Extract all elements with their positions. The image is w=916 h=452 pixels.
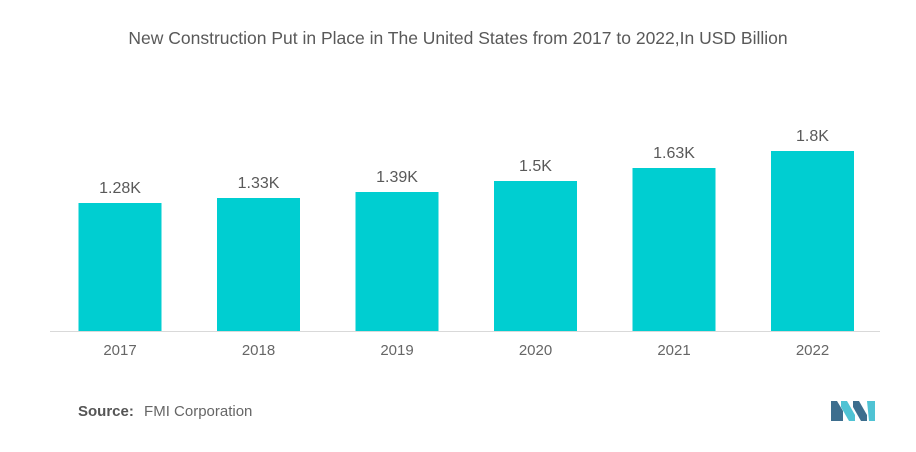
x-tick-label-2019: 2019	[380, 342, 413, 359]
data-label-2018: 1.33K	[238, 175, 280, 192]
bar-2018	[217, 198, 300, 331]
x-tick-label-2017: 2017	[103, 342, 136, 359]
source-value: FMI Corporation	[144, 403, 253, 420]
data-label-2021: 1.63K	[653, 145, 695, 162]
logo-stroke-2	[841, 401, 855, 421]
data-label-2019: 1.39K	[376, 169, 418, 186]
bars-layer: 1.28K 2017 1.33K 2018 1.39K 2019 1.5K 2020 1.63K…	[78, 128, 854, 359]
x-tick-label-2021: 2021	[657, 342, 690, 359]
source-note: Source: FMI Corporation	[78, 403, 252, 420]
bar-2021	[632, 168, 716, 331]
data-label-2017: 1.28K	[99, 180, 141, 197]
bar-2019	[355, 192, 439, 331]
x-tick-label-2018: 2018	[242, 342, 275, 359]
logo-stroke-1	[831, 401, 843, 421]
x-tick-label-2020: 2020	[519, 342, 552, 359]
data-label-2020: 1.5K	[519, 158, 552, 175]
logo-stroke-4	[867, 401, 875, 421]
source-label: Source:	[78, 403, 134, 420]
chart-title: New Construction Put in Place in The Uni…	[128, 28, 788, 48]
data-label-2022: 1.8K	[796, 128, 829, 145]
logo-stroke-3	[853, 401, 867, 421]
bar-2022	[771, 151, 854, 331]
bar-2020	[494, 181, 577, 331]
bar-2017	[78, 203, 162, 331]
x-tick-label-2022: 2022	[796, 342, 829, 359]
brand-logo-icon	[831, 401, 875, 421]
